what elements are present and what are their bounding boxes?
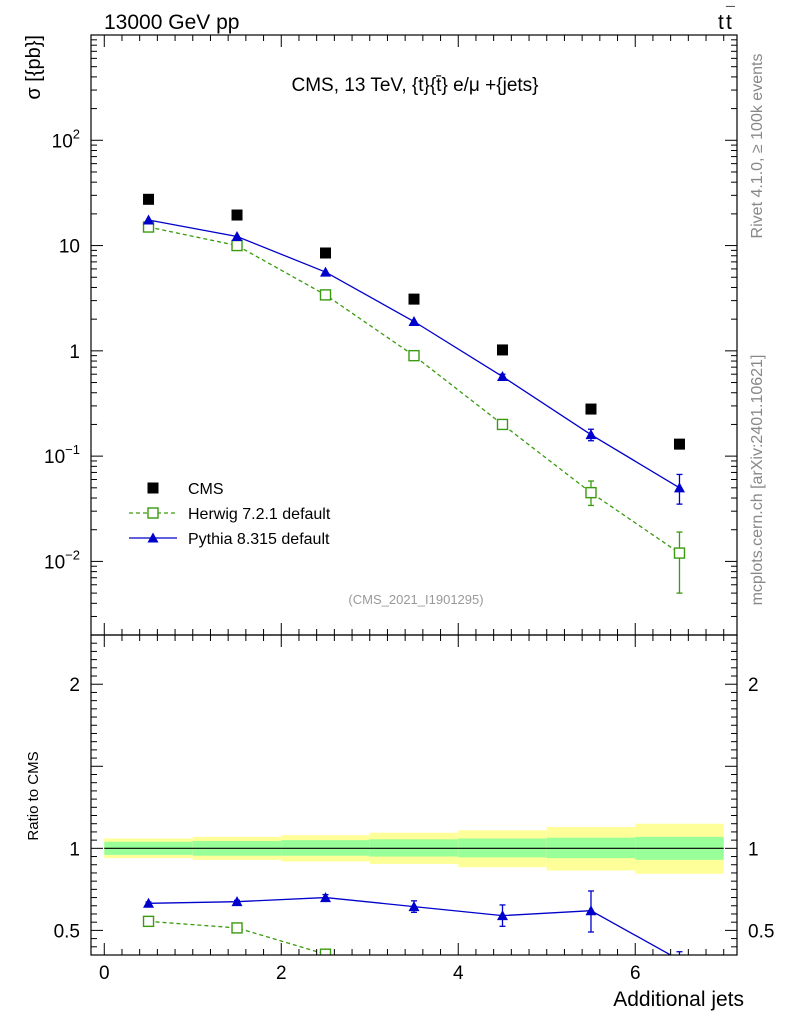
cms-point (320, 247, 332, 259)
ratio-point-pythia (679, 954, 680, 955)
cms-point (673, 438, 685, 450)
legend: CMS Herwig 7.2.1 default Pythia 8.315 defa… (129, 481, 331, 548)
header-top-quark: t (718, 11, 724, 34)
legend-marker-herwig (147, 507, 159, 519)
cms-point (585, 403, 597, 415)
ratio-series-group (142, 890, 683, 955)
ratio-xtick-label: 0 (99, 963, 110, 984)
main-point-herwig (319, 289, 332, 301)
cms-point (231, 209, 243, 221)
main-ytick-label: 102 (52, 126, 80, 152)
cms-point (408, 293, 420, 305)
main-point-pythia (585, 429, 597, 440)
main-point-pythia (320, 266, 332, 277)
ratio-point-pythia (585, 905, 597, 916)
main-point-pythia (143, 214, 155, 225)
main-point-pythia (673, 482, 685, 493)
ratio-xtick-label: 4 (453, 963, 464, 984)
header-process-label: 13000 GeV pp (104, 11, 239, 34)
mcplots-arxiv-label: mcplots.cern.ch [arXiv:2401.10621] (749, 355, 766, 606)
main-ytick-base: 10 (52, 131, 73, 152)
main-ytick-exponent: −1 (65, 442, 80, 457)
main-ylabel: σ [{pb}] (23, 35, 45, 100)
main-panel: CMS, 13 TeV, {t}{t̄} e/μ +{jets} (CMS_202… (23, 34, 738, 636)
ratio-frame (90, 634, 738, 956)
main-ytick-exponent: −2 (65, 547, 80, 562)
rivet-version-label: Rivet 4.1.0, ≥ 100k events (749, 54, 766, 239)
main-ytick-base: 10 (44, 552, 65, 573)
ratio-ytick-label-right: 2 (748, 675, 759, 696)
ratio-xlabel: Additional jets (613, 988, 744, 1011)
main-point-herwig (585, 486, 597, 499)
legend-label-cms: CMS (188, 481, 224, 498)
main-ytick-label: 1 (69, 342, 80, 363)
main-point-pythia (231, 230, 243, 241)
ratio-point-pythia (143, 897, 155, 908)
main-point-pythia (496, 371, 508, 382)
main-ytick-label: 10−2 (44, 547, 80, 573)
legend-marker-pythia (147, 532, 159, 543)
header-final-state: t t ¯ (718, 5, 735, 34)
ratio-ylabel: Ratio to CMS (25, 751, 42, 840)
ratio-ytick-label-left: 0.5 (54, 921, 80, 942)
ratio-ytick-label-left: 2 (69, 675, 80, 696)
ratio-ytick-label-left: 1 (69, 839, 80, 860)
main-point-herwig (673, 547, 686, 559)
main-point-pythia (408, 315, 420, 326)
main-point-herwig (408, 349, 420, 362)
main-point-herwig (231, 239, 243, 252)
main-title: CMS, 13 TeV, {t}{t̄} e/μ +{jets} (291, 75, 538, 96)
ratio-point-pythia (320, 892, 332, 903)
main-point-herwig (496, 418, 509, 431)
ratio-point-herwig (142, 915, 155, 928)
main-line-herwig (148, 226, 680, 554)
ratio-point-herwig (231, 922, 243, 934)
cms-point (143, 193, 155, 205)
main-ytick-label: 10−1 (44, 442, 80, 468)
main-ytick-base: 10 (44, 447, 65, 468)
ratio-ytick-label-right: 0.5 (748, 921, 774, 942)
legend-label-pythia: Pythia 8.315 default (188, 531, 330, 548)
ratio-xtick-label: 2 (276, 963, 287, 984)
ratio-xtick-label: 6 (630, 963, 641, 984)
cms-point (496, 344, 508, 356)
ratio-point-herwig (319, 948, 332, 955)
ratio-point-pythia (231, 896, 243, 907)
legend-label-herwig: Herwig 7.2.1 default (188, 506, 331, 523)
ratio-ytick-label-right: 1 (748, 839, 759, 860)
main-ytick-exponent: 2 (73, 126, 80, 141)
legend-marker-cms (147, 482, 159, 494)
main-ytick-label: 10 (59, 237, 80, 258)
header-antitop-quark: t (726, 11, 732, 34)
ratio-point-pythia (496, 910, 508, 921)
analysis-watermark: (CMS_2021_I1901295) (348, 592, 483, 607)
header-antitop-bar: ¯ (725, 5, 735, 22)
ratio-line-herwig (148, 920, 326, 955)
ratio-point-pythia (408, 901, 420, 912)
ratio-panel: 0 2 4 6 Additional jets 0.5 0.5 1 1 2 2 Ratio to CM… (25, 634, 774, 1011)
